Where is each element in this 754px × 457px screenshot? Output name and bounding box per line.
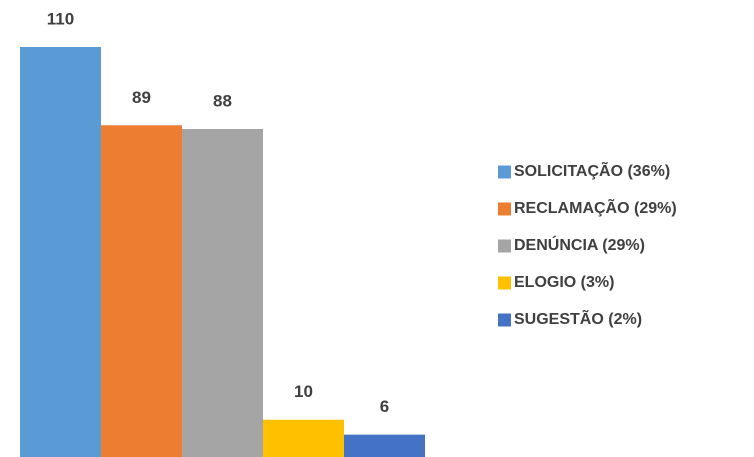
bar [263,419,344,457]
legend-swatch [498,202,511,216]
value-label: 88 [213,91,232,110]
legend-label: SUGESTÃO (2%) [514,308,642,328]
value-label: 6 [380,397,389,416]
legend-label: SOLICITAÇÃO (36%) [514,160,670,180]
value-label: 10 [294,382,313,401]
value-label: 110 [47,9,74,28]
legend-label: DENÚNCIA (29%) [514,235,645,254]
legend-label: RECLAMAÇÃO (29%) [514,197,677,217]
bar [101,125,182,457]
value-label: 89 [132,88,151,107]
bar [20,47,101,457]
legend-swatch [498,313,511,327]
bar [344,434,425,457]
legend-label: ELOGIO (3%) [514,274,614,291]
bar [182,129,263,457]
legend-swatch [498,276,511,290]
legend-swatch [498,239,511,253]
legend-swatch [498,165,511,179]
